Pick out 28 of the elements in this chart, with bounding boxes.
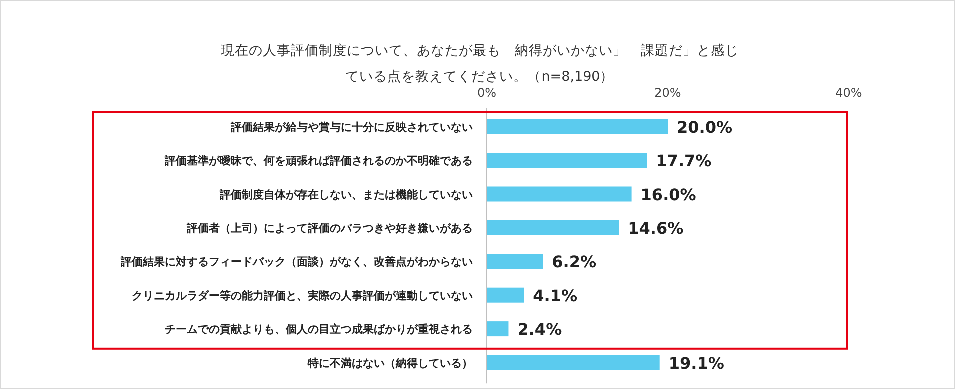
bar <box>487 254 544 270</box>
y-tick-label: チームでの貢献よりも、個人の目立つ成果ばかりが重視される <box>165 323 473 336</box>
bar <box>487 186 632 202</box>
bar <box>487 119 668 134</box>
y-tick-label: 評価結果が給与や賞与に十分に反映されていない <box>230 120 473 134</box>
data-label: 16.0% <box>640 185 696 204</box>
data-label: 19.1% <box>668 354 724 373</box>
x-tick-label: 40% <box>836 86 862 100</box>
y-tick-label: 評価者（上司）によって評価のバラつきや好き嫌いがある <box>186 222 473 235</box>
bar <box>487 355 660 370</box>
y-tick-label: 評価基準が曖昧で、何を頑張れば評価されるのか不明確である <box>164 154 473 168</box>
x-tick-label: 20% <box>654 86 682 100</box>
data-label: 20.0% <box>677 118 733 137</box>
bar <box>487 288 524 303</box>
y-tick-label: 評価制度自体が存在しない、または機能していない <box>219 188 473 202</box>
bar <box>487 322 509 337</box>
data-label: 14.6% <box>628 218 684 238</box>
chart-title: 現在の人事評価制度について、あなたが最も「納得がいかない」「課題だ」と感じている点を教えてください。（n=8,190） <box>221 43 739 85</box>
data-label: 6.2% <box>552 252 596 272</box>
data-label: 2.4% <box>518 320 562 340</box>
y-tick-label: クリニカルラダー等の能力評価と、実際の人事評価が連動していない <box>132 289 473 302</box>
y-tick-label: 評価結果に対するフィードバック（面談）がなく、改善点がわからない <box>120 256 473 269</box>
data-label: 17.7% <box>656 152 712 171</box>
data-label: 4.1% <box>533 286 578 306</box>
x-tick-label: 0% <box>477 86 497 100</box>
y-tick-label: 特に不満はない（納得している） <box>307 356 473 370</box>
bar <box>487 220 620 236</box>
bar <box>487 153 648 168</box>
